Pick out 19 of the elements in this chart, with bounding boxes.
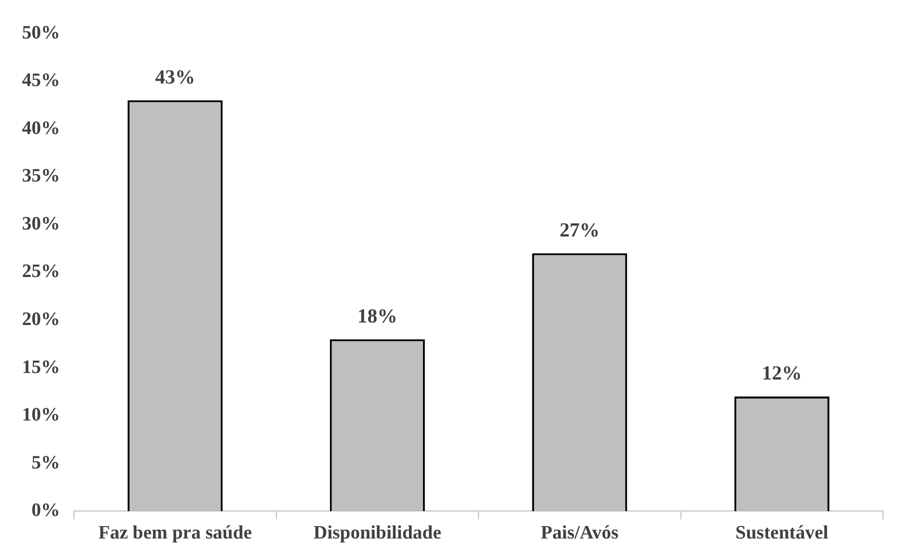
y-tick-label: 40% [22,118,60,139]
y-tick-label: 45% [22,70,60,92]
y-tick-label: 20% [22,308,60,330]
y-tick-label: 25% [22,261,60,282]
y-tick-label: 5% [32,452,60,474]
data-label: 12% [762,362,802,385]
data-label: 43% [155,66,196,88]
y-tick-label: 30% [22,213,60,234]
x-tick-label: Faz bem pra saúde [98,522,252,544]
x-tick-label: Pais/Avós [540,522,619,544]
y-tick-label: 15% [22,356,60,378]
y-tick-label: 10% [22,404,60,426]
x-tick-label: Disponibilidade [313,522,442,544]
y-tick-label: 35% [22,166,60,187]
y-tick-label: 50% [22,22,60,44]
data-label: 27% [560,219,600,242]
y-tick-label: 0% [32,500,60,522]
data-label: 18% [357,305,398,328]
x-tick-label: Sustentável [735,522,828,544]
